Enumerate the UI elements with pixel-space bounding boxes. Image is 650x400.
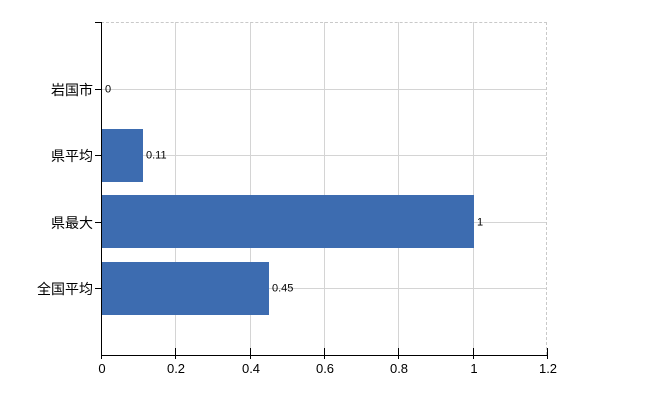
bar-value-label: 0 [105, 83, 112, 96]
category-label: 岩国市 [51, 81, 93, 98]
h-gridline [102, 88, 547, 90]
bar-value-label: 0.45 [272, 282, 294, 295]
y-tick-mark [95, 155, 102, 156]
category-label: 県最大 [51, 214, 93, 231]
y-tick-mark [95, 89, 102, 90]
x-tick-label: 0.6 [315, 361, 335, 376]
v-gridline [472, 22, 474, 355]
y-axis-top-tick [95, 22, 102, 23]
x-tick-mark [175, 348, 176, 359]
category-label: 県平均 [51, 148, 93, 165]
bar [102, 261, 269, 315]
v-gridline [175, 22, 177, 355]
v-gridline [398, 22, 400, 355]
category-label: 全国平均 [37, 281, 93, 298]
x-tick-label: 0.4 [241, 361, 261, 376]
v-gridline [324, 22, 325, 355]
y-tick-mark [95, 222, 102, 223]
bar [102, 195, 474, 249]
x-tick-label: 1.2 [538, 361, 558, 376]
h-gridline [102, 288, 547, 290]
x-tick-mark [101, 348, 102, 359]
plot-area [101, 22, 547, 355]
bar-value-label: 0.11 [146, 149, 167, 162]
x-tick-mark [324, 348, 325, 359]
v-gridline [249, 22, 251, 355]
x-tick-label: 0.2 [166, 361, 186, 376]
h-gridline [102, 155, 547, 157]
x-tick-label: 0 [98, 361, 106, 376]
x-tick-label: 1 [470, 361, 478, 376]
plot-top-border [101, 22, 547, 23]
x-tick-mark [547, 348, 548, 359]
y-axis-line [101, 22, 102, 356]
bar-value-label: 1 [477, 216, 484, 229]
x-tick-label: 0.8 [389, 361, 409, 376]
x-tick-mark [398, 348, 399, 359]
x-tick-mark [473, 348, 474, 359]
bar [102, 128, 143, 182]
y-tick-mark [95, 288, 102, 289]
x-tick-mark [250, 348, 251, 359]
plot-right-border [546, 22, 547, 355]
